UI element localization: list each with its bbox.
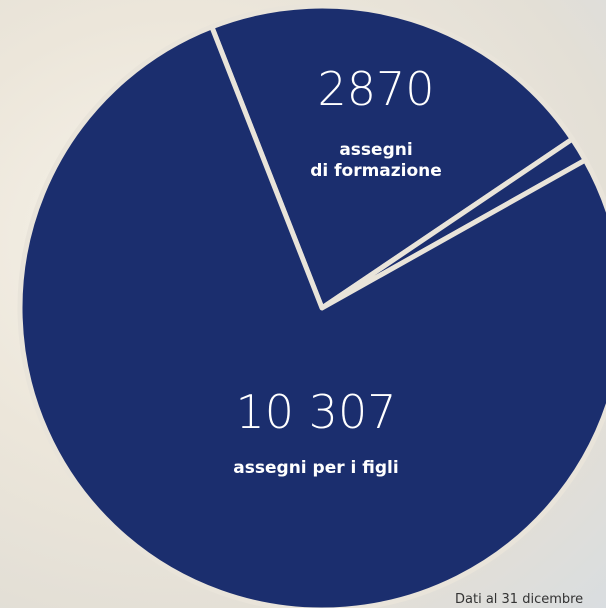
chart — [0, 0, 606, 608]
page: Dati al 31 dicembre 2870 assegni di forma… — [0, 0, 606, 608]
slice-label: assegni di formazione — [310, 140, 442, 182]
value-label: 10 307 — [236, 385, 397, 439]
note: Dati al 31 dicembre — [455, 592, 583, 607]
slice-label: assegni per i figli — [233, 458, 398, 479]
value-label: 2870 — [317, 62, 434, 116]
